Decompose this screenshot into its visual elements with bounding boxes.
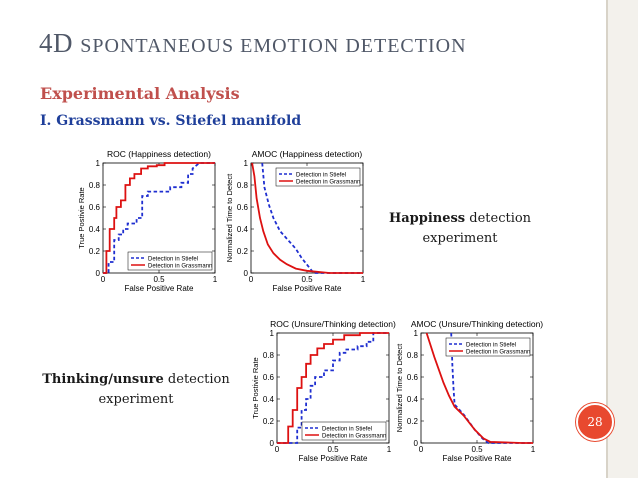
x-tick-label: 1 (213, 275, 218, 284)
y-tick-label: 0.8 (237, 181, 249, 190)
y-axis-label: Normalized Time to Detect (225, 173, 234, 262)
x-tick-label: 1 (361, 275, 366, 284)
y-tick-label: 1 (414, 329, 419, 338)
legend-box (301, 421, 387, 441)
amoc-thinking-chart: AMOC (Unsure/Thinking detection) 0 0.5 1 0 0.… (395, 319, 543, 463)
series-line-stiefel (261, 162, 363, 274)
y-tick-label: 1 (96, 159, 101, 168)
y-tick-label: 0.6 (407, 373, 419, 382)
y-tick-label: 0.4 (237, 225, 249, 234)
x-axis-label: False Positive Rate (125, 284, 194, 293)
x-tick-label: 0 (275, 445, 280, 454)
slide-title-rest: SPONTANEOUS EMOTION DETECTION (80, 35, 467, 57)
slide-side-rail (606, 0, 638, 478)
legend-entry: Detection in Grassmann (148, 263, 212, 269)
legend-entry: Detection in Grassmann (466, 349, 530, 355)
roc-thinking-chart: ROC (Unsure/Thinking detection) 0 0.5 1 0 0.2… (251, 319, 396, 463)
thinking-caption-bold: Thinking/unsure (42, 372, 164, 387)
thinking-caption-line2: experiment (98, 392, 174, 407)
y-tick-label: 0 (270, 439, 275, 448)
y-axis-label: True Postivie Rate (251, 357, 260, 418)
legend-entry: Detection in Stiefel (466, 342, 516, 348)
x-tick-label: 0.5 (471, 445, 483, 454)
x-tick-label: 0.5 (153, 275, 165, 284)
x-tick-label: 1 (531, 445, 536, 454)
y-tick-label: 0.2 (407, 417, 419, 426)
legend-entry: Detection in Stiefel (322, 426, 372, 432)
legend-entry: Detection in Grassmann (296, 179, 360, 185)
thinking-caption: Thinking/unsure detection experiment (20, 370, 252, 410)
legend-entry: Detection in Grassmann (322, 433, 386, 439)
legend-entry: Detection in Stiefel (296, 172, 346, 178)
slide-subtitle: Experimental Analysis (40, 84, 240, 103)
y-axis-label: True Postivie Rate (77, 187, 86, 248)
y-tick-label: 0.6 (237, 203, 249, 212)
y-tick-label: 0.6 (89, 203, 101, 212)
x-tick-label: 0.5 (327, 445, 339, 454)
happiness-caption: Happiness detection experiment (372, 209, 548, 249)
y-tick-label: 1 (270, 329, 275, 338)
thinking-caption-rest: detection (163, 372, 230, 387)
series-line-grassmann (277, 332, 389, 444)
roc-happiness-chart: ROC (Happiness detection) 0 0.5 1 0 0.2 0.4 0.6… (77, 149, 218, 293)
legend-box (127, 251, 213, 271)
page-number-badge: 28 (576, 403, 614, 441)
section-heading: I. Grassmann vs. Stiefel manifold (40, 113, 302, 129)
y-tick-label: 0.4 (407, 395, 419, 404)
series-line-grassmann (103, 162, 215, 274)
x-axis-label: False Positive Rate (443, 454, 512, 463)
legend-box (275, 167, 361, 187)
y-tick-label: 0.4 (263, 395, 275, 404)
chart-title: AMOC (Happiness detection) (252, 149, 363, 159)
series-line-grassmann (425, 332, 533, 444)
slide-title: 4D SPONTANEOUS EMOTION DETECTION (39, 28, 467, 59)
chart-title: AMOC (Unsure/Thinking detection) (411, 319, 543, 329)
y-tick-label: 0.2 (237, 247, 249, 256)
x-axis-label: False Positive Rate (299, 454, 368, 463)
y-tick-label: 1 (244, 159, 249, 168)
y-tick-label: 0.4 (89, 225, 101, 234)
y-tick-label: 0 (414, 439, 419, 448)
y-tick-label: 0.8 (407, 351, 419, 360)
happiness-caption-rest: detection (465, 211, 532, 226)
x-tick-label: 0 (249, 275, 254, 284)
series-line-stiefel (103, 162, 215, 274)
y-tick-label: 0.2 (263, 417, 275, 426)
happiness-caption-bold: Happiness (388, 211, 466, 226)
series-line-grassmann (251, 162, 363, 274)
x-tick-label: 0 (101, 275, 106, 284)
x-tick-label: 1 (387, 445, 392, 454)
chart-title: ROC (Unsure/Thinking detection) (270, 319, 396, 329)
x-axis-label: False Positive Rate (273, 284, 342, 293)
y-tick-label: 0.6 (263, 373, 275, 382)
x-tick-label: 0 (419, 445, 424, 454)
slide-title-first: 4D (39, 28, 81, 58)
legend-entry: Detection in Stiefel (148, 256, 198, 262)
x-tick-label: 0.5 (301, 275, 313, 284)
y-tick-label: 0 (96, 269, 101, 278)
y-tick-label: 0.2 (89, 247, 101, 256)
chart-title: ROC (Happiness detection) (107, 149, 211, 159)
amoc-happiness-chart: AMOC (Happiness detection) 0 0.5 1 0 0.2 0.4 0.… (225, 149, 366, 293)
y-tick-label: 0.8 (89, 181, 101, 190)
y-tick-label: 0.8 (263, 351, 275, 360)
y-axis-label: Normalized Time to Detect (395, 343, 404, 432)
y-tick-label: 0 (244, 269, 249, 278)
legend-box (445, 337, 531, 357)
happiness-caption-line2: experiment (422, 231, 498, 246)
